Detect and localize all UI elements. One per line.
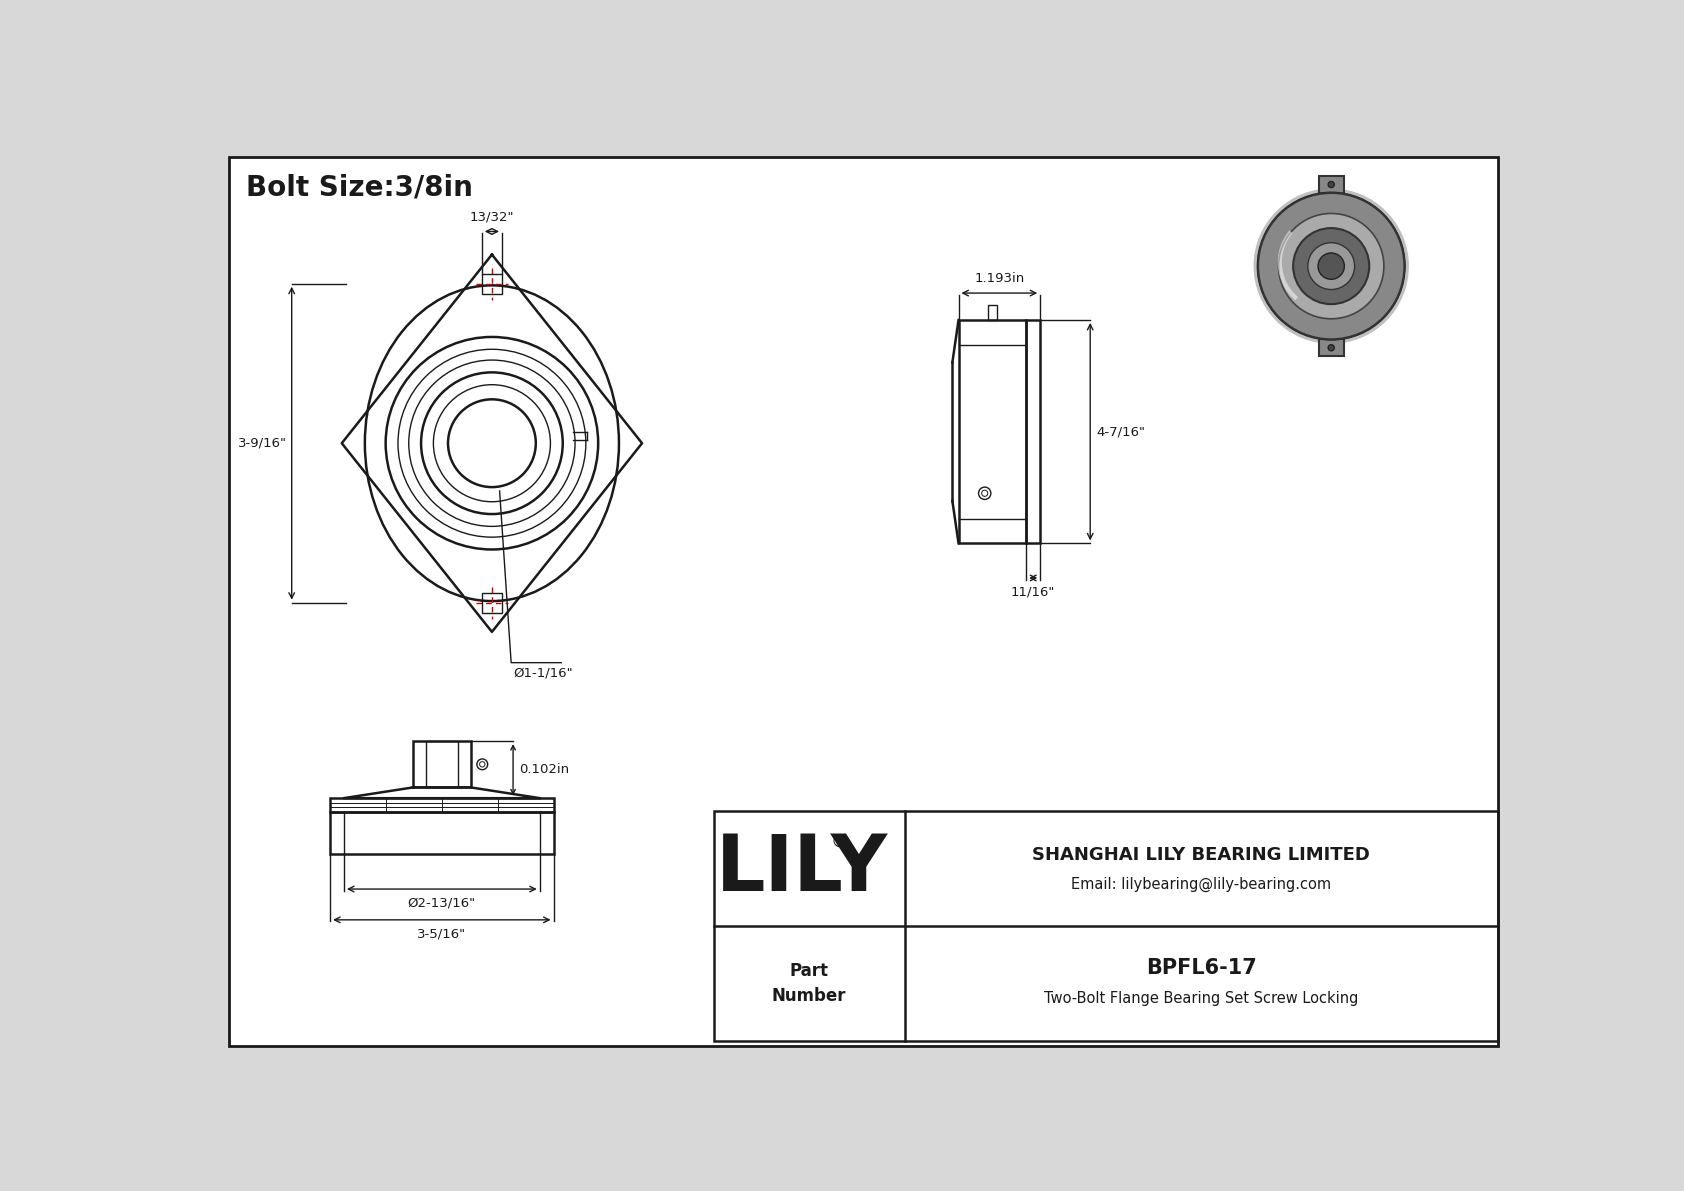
Text: ®: ® bbox=[830, 833, 849, 850]
Circle shape bbox=[1329, 181, 1334, 187]
Text: LILY: LILY bbox=[716, 830, 887, 906]
Bar bbox=[482, 593, 502, 612]
Circle shape bbox=[1329, 344, 1334, 351]
Text: 3-9/16": 3-9/16" bbox=[237, 437, 286, 450]
Bar bbox=[1026, 320, 1041, 543]
Bar bbox=[958, 320, 1026, 543]
Bar bbox=[330, 812, 554, 854]
Text: BPFL6-17: BPFL6-17 bbox=[1145, 958, 1256, 978]
Text: Ø2-13/16": Ø2-13/16" bbox=[408, 897, 477, 910]
Text: Bolt Size:3/8in: Bolt Size:3/8in bbox=[246, 174, 473, 201]
Circle shape bbox=[1308, 243, 1354, 289]
Bar bbox=[989, 305, 997, 320]
Text: Ø1-1/16": Ø1-1/16" bbox=[514, 667, 573, 680]
Text: 1.193in: 1.193in bbox=[975, 273, 1024, 286]
Text: 13/32": 13/32" bbox=[470, 211, 514, 224]
Bar bbox=[1319, 176, 1344, 197]
Bar bbox=[426, 741, 458, 787]
Text: Part
Number: Part Number bbox=[771, 962, 847, 1005]
Text: SHANGHAI LILY BEARING LIMITED: SHANGHAI LILY BEARING LIMITED bbox=[1032, 846, 1371, 863]
Text: 3-5/16": 3-5/16" bbox=[418, 928, 466, 941]
Bar bbox=[714, 811, 1497, 1041]
Text: Email: lilybearing@lily-bearing.com: Email: lilybearing@lily-bearing.com bbox=[1071, 877, 1330, 892]
Text: 4-7/16": 4-7/16" bbox=[1096, 425, 1145, 438]
Bar bbox=[330, 798, 554, 812]
Circle shape bbox=[1255, 189, 1408, 343]
Circle shape bbox=[1278, 213, 1384, 319]
Bar bbox=[1319, 336, 1344, 356]
Text: 11/16": 11/16" bbox=[1010, 586, 1056, 599]
Bar bbox=[482, 274, 502, 294]
Circle shape bbox=[1319, 252, 1344, 279]
Text: 0.102in: 0.102in bbox=[519, 763, 569, 777]
Text: Two-Bolt Flange Bearing Set Screw Locking: Two-Bolt Flange Bearing Set Screw Lockin… bbox=[1044, 991, 1359, 1006]
Circle shape bbox=[1293, 229, 1369, 304]
Bar bbox=[413, 741, 472, 787]
Circle shape bbox=[1258, 193, 1404, 339]
